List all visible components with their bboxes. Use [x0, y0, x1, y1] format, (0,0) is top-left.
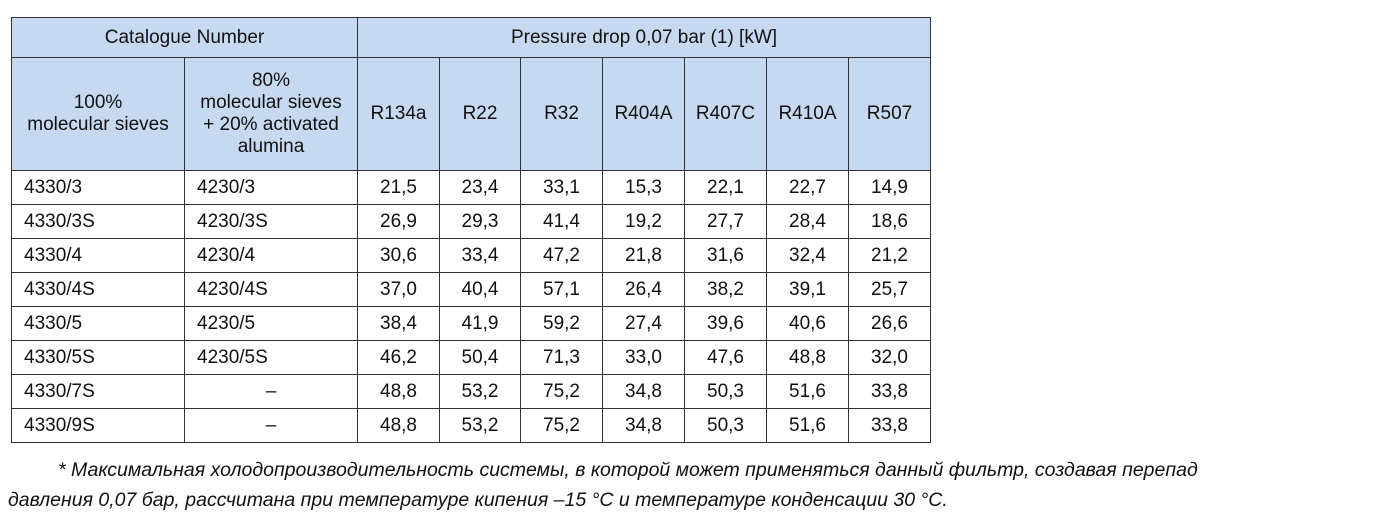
cell: 40,6: [766, 306, 849, 341]
cell: 21,5: [357, 170, 440, 205]
cell: 18,6: [848, 204, 931, 239]
cell: 23,4: [439, 170, 521, 205]
cell: 39,1: [766, 272, 849, 307]
data-row: 4330/3S 4230/3S 26,9 29,3 41,4 19,2 27,7 28,4 18…: [11, 204, 931, 239]
column-header: R407C: [684, 57, 767, 171]
cell: 53,2: [439, 408, 521, 443]
cell: 39,6: [684, 306, 767, 341]
cell: 51,6: [766, 374, 849, 409]
cell: 75,2: [520, 374, 603, 409]
cell: 75,2: [520, 408, 603, 443]
cell: 22,7: [766, 170, 849, 205]
data-row: 4330/9S –48,8 53,2 75,2 34,8 50,3 51,6 33,8: [11, 408, 931, 443]
cell: 4230/4S: [184, 272, 358, 307]
group-header: Pressure drop 0,07 bar (1) [kW]: [357, 17, 931, 58]
cell: 21,8: [602, 238, 685, 273]
footnote: давления 0,07 бар, рассчитана при темпер…: [8, 489, 948, 511]
column-header: R404A: [602, 57, 685, 171]
column-header: R507: [848, 57, 931, 171]
cell: 33,8: [848, 374, 931, 409]
cell: 47,2: [520, 238, 603, 273]
column-header: R32: [520, 57, 603, 171]
cell: 48,8: [357, 408, 440, 443]
cell: 27,7: [684, 204, 767, 239]
cell: 53,2: [439, 374, 521, 409]
cell: 4330/7S: [11, 374, 185, 409]
cell: 71,3: [520, 340, 603, 375]
cell: 14,9: [848, 170, 931, 205]
cell: 34,8: [602, 374, 685, 409]
cell: 25,7: [848, 272, 931, 307]
data-row: 4330/5S 4230/5S 46,2 50,4 71,3 33,0 47,6 48,8 32…: [11, 340, 931, 375]
cell: 4230/5S: [184, 340, 358, 375]
cell: 4230/3S: [184, 204, 358, 239]
header-row: Catalogue Number Pressure drop 0,07 bar (…: [11, 17, 931, 58]
cell: 4230/4: [184, 238, 358, 273]
cell: 41,9: [439, 306, 521, 341]
cell: 4330/4: [11, 238, 185, 273]
cell: 46,2: [357, 340, 440, 375]
cell: 15,3: [602, 170, 685, 205]
cell: 4330/3S: [11, 204, 185, 239]
cell: 33,0: [602, 340, 685, 375]
cell: 50,3: [684, 408, 767, 443]
header-row: 100% molecular sieves 80% molecular sieve…: [11, 57, 931, 171]
cell: 41,4: [520, 204, 603, 239]
cell: 19,2: [602, 204, 685, 239]
cell: 38,2: [684, 272, 767, 307]
column-header: R22: [439, 57, 521, 171]
cell: 57,1: [520, 272, 603, 307]
cell: 40,4: [439, 272, 521, 307]
cell: –: [184, 374, 358, 409]
cell: 27,4: [602, 306, 685, 341]
data-row: 4330/4 4230/4 30,6 33,4 47,2 21,8 31,6 32,4 21,2: [11, 238, 931, 273]
cell: 28,4: [766, 204, 849, 239]
cell: 33,4: [439, 238, 521, 273]
cell: 32,4: [766, 238, 849, 273]
cell: 30,6: [357, 238, 440, 273]
cell: 38,4: [357, 306, 440, 341]
column-header: R134a: [357, 57, 440, 171]
cell: 50,3: [684, 374, 767, 409]
cell: 50,4: [439, 340, 521, 375]
cell: 29,3: [439, 204, 521, 239]
column-header: 80% molecular sieves + 20% activated alu…: [184, 57, 358, 171]
cell: 4230/5: [184, 306, 358, 341]
data-row: 4330/3 4230/3 21,5 23,4 33,1 15,3 22,1 22,7 14,9: [11, 170, 931, 205]
cell: 31,6: [684, 238, 767, 273]
cell: 51,6: [766, 408, 849, 443]
group-header: Catalogue Number: [11, 17, 358, 58]
data-row: 4330/4S 4230/4S 37,0 40,4 57,1 26,4 38,2 39,1 25…: [11, 272, 931, 307]
cell: 4330/5: [11, 306, 185, 341]
cell: –: [184, 408, 358, 443]
cell: 34,8: [602, 408, 685, 443]
data-row: 4330/7S –48,8 53,2 75,2 34,8 50,3 51,6 33,8: [11, 374, 931, 409]
cell: 26,4: [602, 272, 685, 307]
footnote: * Максимальная холодопроизводительность …: [58, 459, 1198, 481]
cell: 26,9: [357, 204, 440, 239]
cell: 4230/3: [184, 170, 358, 205]
cell: 22,1: [684, 170, 767, 205]
cell: 26,6: [848, 306, 931, 341]
cell: 4330/5S: [11, 340, 185, 375]
cell: 4330/9S: [11, 408, 185, 443]
data-row: 4330/5 4230/5 38,4 41,9 59,2 27,4 39,6 40,6 26,6: [11, 306, 931, 341]
cell: 37,0: [357, 272, 440, 307]
cell: 48,8: [357, 374, 440, 409]
column-header: R410A: [766, 57, 849, 171]
cell: 47,6: [684, 340, 767, 375]
column-header: 100% molecular sieves: [11, 57, 185, 171]
cell: 48,8: [766, 340, 849, 375]
cell: 4330/4S: [11, 272, 185, 307]
cell: 59,2: [520, 306, 603, 341]
cell: 32,0: [848, 340, 931, 375]
cell: 21,2: [848, 238, 931, 273]
cell: 33,8: [848, 408, 931, 443]
cell: 33,1: [520, 170, 603, 205]
data-table: Catalogue Number Pressure drop 0,07 bar (…: [11, 17, 931, 443]
cell: 4330/3: [11, 170, 185, 205]
